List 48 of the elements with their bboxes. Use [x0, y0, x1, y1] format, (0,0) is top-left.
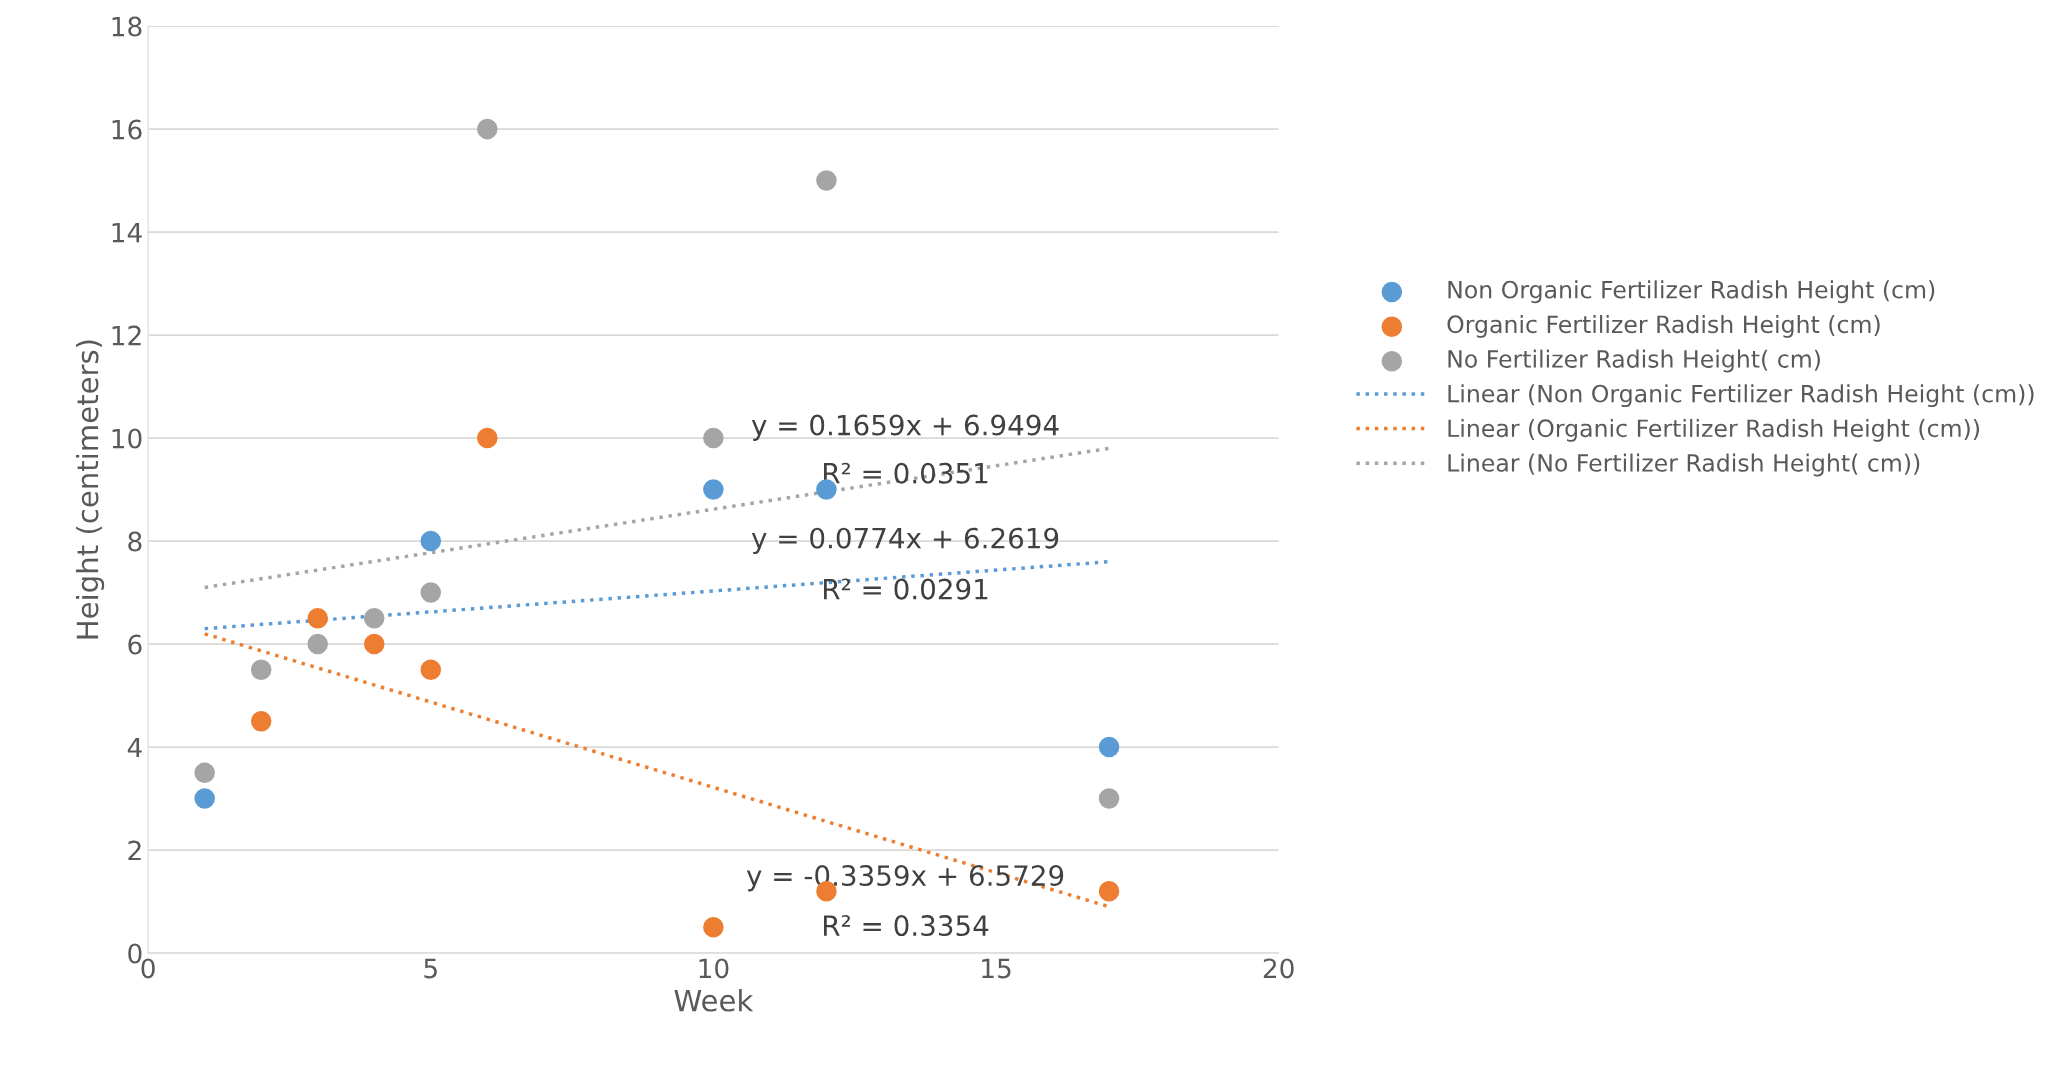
x-axis-title: Week: [674, 989, 754, 1012]
legend-label: Linear (Organic Fertilizer Radish Height (cm)): [1448, 418, 1979, 442]
point: [703, 917, 724, 938]
point: [477, 427, 498, 449]
point: [307, 633, 328, 655]
point: [420, 659, 442, 681]
point: [816, 170, 837, 191]
x-tick-label: 0: [141, 958, 155, 979]
legend-label: Non Organic Fertilizer Radish Height (cm): [1448, 280, 1935, 304]
y-tick-label: 12: [112, 325, 141, 346]
point: [1098, 736, 1120, 758]
point: [420, 530, 442, 552]
legend-label: Linear (No Fertilizer Radish Height( cm)): [1448, 453, 1920, 477]
point: [307, 608, 328, 629]
x-tick-label: 15: [982, 958, 1011, 979]
point: [1098, 881, 1120, 902]
y-tick-label: 4: [127, 737, 142, 758]
y-tick-label: 16: [112, 119, 142, 140]
annotation: R² = 0.0291: [824, 578, 988, 600]
x-tick-label: 20: [1263, 958, 1294, 979]
point: [1098, 788, 1120, 809]
point: [363, 633, 385, 655]
point: [703, 479, 724, 500]
y-tick-label: 18: [112, 16, 142, 37]
x-tick-label: 10: [699, 958, 729, 979]
point: [420, 582, 442, 603]
point: [363, 608, 385, 629]
point: [477, 118, 498, 140]
point: [194, 788, 215, 809]
y-tick-label: 10: [112, 428, 142, 449]
point: [250, 711, 272, 732]
annotation: R² = 0.3354: [824, 915, 989, 937]
annotation: R² = 0.0351: [824, 462, 988, 484]
y-tick-label: 0: [128, 943, 142, 964]
y-tick-label: 14: [112, 222, 142, 243]
y-axis-title: Height (centimeters): [75, 340, 105, 639]
point: [194, 762, 215, 784]
legend-label: No Fertilizer Radish Height( cm): [1448, 349, 1820, 373]
legend-label: Linear (Non Organic Fertilizer Radish Height (cm)): [1448, 384, 2034, 408]
x-tick-label: 5: [424, 958, 437, 979]
annotation: y = 0.0774x + 6.2619: [751, 527, 1059, 555]
y-tick-label: 2: [128, 840, 141, 861]
legend-label: Organic Fertilizer Radish Height (cm): [1447, 314, 1880, 338]
y-tick-label: 6: [128, 634, 142, 655]
annotation: y = 0.1659x + 6.9494: [751, 414, 1059, 441]
point: [703, 427, 724, 449]
y-tick-label: 8: [128, 531, 142, 552]
point: [250, 659, 272, 681]
